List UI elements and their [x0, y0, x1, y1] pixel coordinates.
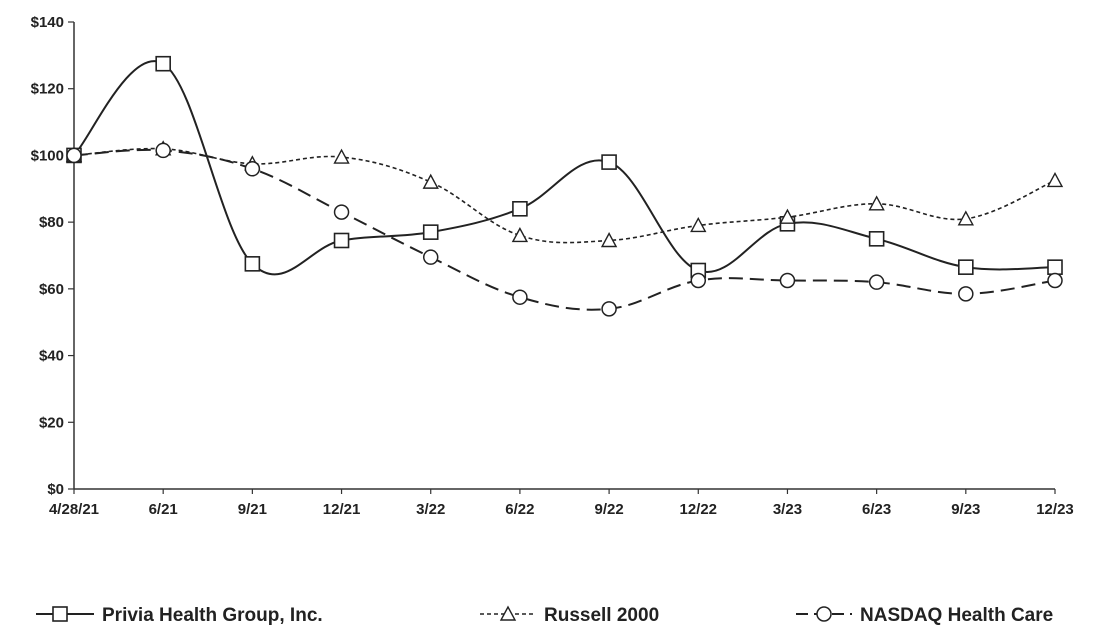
x-tick-label: 3/23 — [773, 501, 802, 518]
x-axis-ticks: 4/28/21 6/21 9/21 12/21 3/22 6/22 9/22 12/22 3/2… — [49, 489, 1074, 518]
x-tick-label: 9/22 — [594, 501, 623, 518]
point-nasdaq — [958, 286, 974, 302]
point-nasdaq — [779, 272, 796, 289]
point-russell — [600, 232, 618, 248]
point-privia — [422, 224, 439, 240]
legend-marker-privia — [52, 606, 68, 622]
point-nasdaq — [601, 301, 617, 317]
point-privia — [1047, 259, 1063, 275]
point-russell — [690, 217, 707, 233]
point-nasdaq — [155, 142, 171, 159]
series-markers — [65, 55, 1064, 317]
x-tick-label: 12/21 — [323, 501, 361, 518]
legend-label-privia: Privia Health Group, Inc. — [102, 605, 323, 626]
point-nasdaq — [512, 289, 528, 305]
point-privia — [333, 232, 350, 249]
y-tick-label: $0 — [47, 481, 64, 498]
y-tick-label: $140 — [31, 14, 64, 31]
x-tick-label: 3/22 — [416, 501, 445, 518]
y-tick-label: $60 — [39, 281, 64, 298]
legend-label-russell: Russell 2000 — [544, 605, 659, 626]
point-privia — [868, 231, 885, 247]
legend-label-nasdaq: NASDAQ Health Care — [860, 605, 1053, 626]
x-tick-label: 6/21 — [149, 501, 178, 518]
point-privia — [958, 259, 974, 275]
point-privia — [601, 154, 617, 170]
x-tick-label: 12/23 — [1036, 501, 1074, 518]
x-tick-label: 6/23 — [862, 501, 891, 518]
point-nasdaq — [66, 147, 82, 164]
point-privia — [244, 256, 261, 272]
y-axis-ticks: $0 $20 $40 $60 $80 $100 $120 $140 — [31, 14, 74, 498]
line-russell — [73, 147, 1056, 244]
axes — [73, 22, 1055, 490]
legend-marker-russell — [499, 605, 517, 621]
point-nasdaq — [422, 249, 439, 265]
point-nasdaq — [333, 204, 350, 220]
legend: Privia Health Group, Inc. Russell 2000 NAS… — [36, 605, 1053, 626]
y-tick-label: $100 — [31, 147, 64, 164]
point-nasdaq — [868, 274, 885, 290]
point-russell — [957, 210, 974, 226]
x-tick-label: 4/28/21 — [49, 501, 99, 518]
point-russell — [422, 173, 439, 189]
series-lines — [73, 60, 1056, 311]
point-russell — [868, 195, 885, 211]
point-nasdaq — [690, 272, 707, 289]
x-tick-label: 6/22 — [505, 501, 534, 518]
y-tick-label: $80 — [39, 214, 64, 231]
line-nasdaq — [73, 148, 1056, 311]
point-russell — [511, 227, 529, 243]
x-tick-label: 12/22 — [679, 501, 717, 518]
x-tick-label: 9/21 — [238, 501, 267, 518]
point-russell — [779, 208, 796, 224]
x-tick-label: 9/23 — [951, 501, 980, 518]
point-privia — [512, 201, 528, 217]
y-tick-label: $20 — [39, 414, 64, 431]
point-nasdaq — [1047, 272, 1063, 289]
point-privia — [155, 55, 171, 72]
point-russell — [1046, 171, 1064, 188]
legend-marker-nasdaq — [816, 606, 832, 622]
point-nasdaq — [244, 161, 261, 177]
y-tick-label: $120 — [31, 81, 64, 98]
point-russell — [333, 148, 350, 164]
y-tick-label: $40 — [39, 348, 64, 365]
